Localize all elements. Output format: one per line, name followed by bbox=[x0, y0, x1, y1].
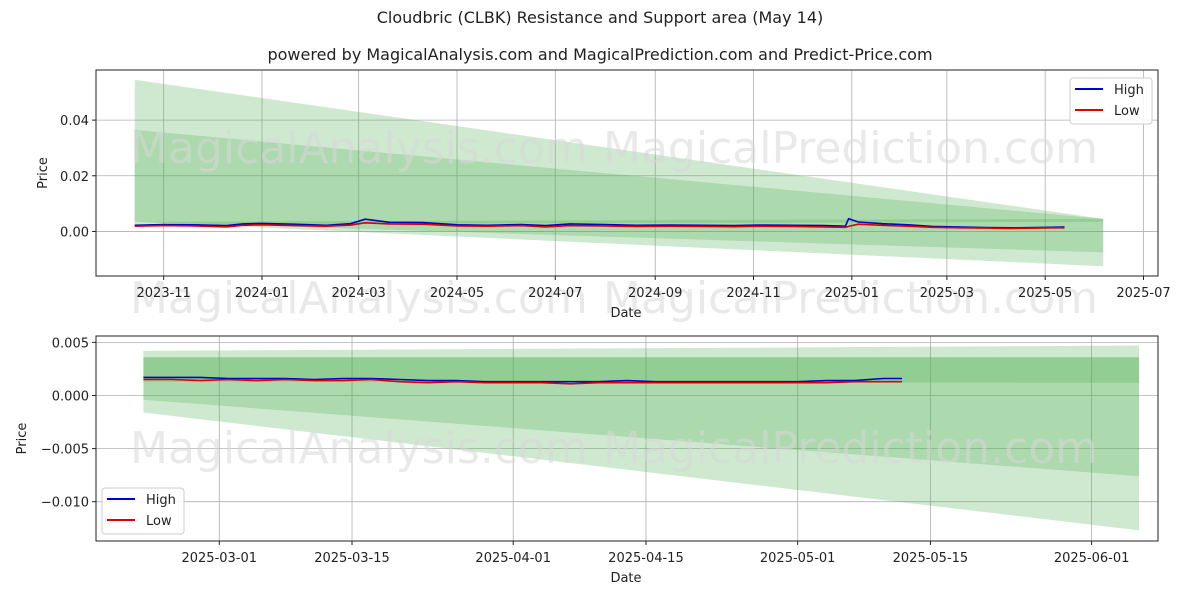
y-axis-label: Price bbox=[36, 157, 51, 189]
y-axis-label: Price bbox=[15, 423, 30, 455]
x-tick-label: 2024-09 bbox=[628, 286, 682, 301]
support-resistance-band bbox=[134, 79, 1104, 267]
watermark-prediction: MagicalPrediction.com bbox=[603, 423, 1098, 474]
y-tick-label: −0.010 bbox=[41, 496, 89, 511]
x-tick-label: 2024-03 bbox=[332, 286, 386, 301]
legend: High Low bbox=[1069, 77, 1153, 125]
x-tick-label: 2025-01 bbox=[825, 286, 879, 301]
page-subtitle: powered by MagicalAnalysis.com and Magic… bbox=[267, 45, 933, 64]
x-axis-label: Date bbox=[610, 571, 641, 586]
chart-panel-1: MagicalAnalysis.com MagicalPrediction.com… bbox=[36, 69, 1171, 324]
x-tick-label: 2024-07 bbox=[528, 286, 582, 301]
support-resistance-band bbox=[143, 345, 1140, 531]
support-resistance-band bbox=[143, 357, 1140, 477]
x-tick-label: 2025-04-01 bbox=[475, 551, 551, 566]
x-tick-label: 2024-11 bbox=[726, 286, 780, 301]
plot-frame bbox=[95, 69, 1159, 277]
bands bbox=[143, 345, 1140, 531]
watermark-prediction: MagicalPrediction.com bbox=[603, 123, 1098, 174]
x-axis-label: Date bbox=[610, 306, 641, 321]
x-tick-label: 2025-05 bbox=[1018, 286, 1072, 301]
y-tick-label: 0.02 bbox=[60, 170, 89, 185]
series-line-high bbox=[134, 217, 1065, 229]
x-tick-label: 2025-07 bbox=[1116, 286, 1170, 301]
x-tick-label: 2025-04-15 bbox=[608, 551, 684, 566]
legend-label-low: Low bbox=[146, 514, 172, 529]
plot-frame bbox=[95, 335, 1159, 542]
y-tick-label: 0.005 bbox=[52, 336, 89, 351]
y-tick-label: −0.005 bbox=[41, 443, 89, 458]
support-resistance-band bbox=[143, 357, 1140, 383]
legend-label-low: Low bbox=[1114, 104, 1140, 119]
series-line-low bbox=[143, 378, 902, 385]
watermark-analysis: MagicalAnalysis.com bbox=[130, 423, 588, 474]
y-tick-label: 0.04 bbox=[60, 114, 89, 129]
page-title: Cloudbric (CLBK) Resistance and Support … bbox=[376, 8, 824, 27]
x-tick-label: 2024-05 bbox=[430, 286, 484, 301]
watermark-analysis: MagicalAnalysis.com bbox=[130, 123, 588, 174]
series-line-high bbox=[143, 376, 902, 383]
x-tick-label: 2023-11 bbox=[137, 286, 191, 301]
watermark-prediction: MagicalPrediction.com bbox=[603, 273, 1098, 324]
x-tick-label: 2025-05-01 bbox=[760, 551, 836, 566]
chart-panel-2: MagicalAnalysis.com MagicalPrediction.com… bbox=[15, 335, 1159, 586]
x-tick-label: 2025-03-01 bbox=[181, 551, 257, 566]
legend-label-high: High bbox=[1114, 83, 1144, 98]
legend: High Low bbox=[101, 487, 185, 535]
x-tick-label: 2025-05-15 bbox=[893, 551, 969, 566]
x-tick-label: 2025-03 bbox=[920, 286, 974, 301]
x-tick-label: 2025-06-01 bbox=[1054, 551, 1130, 566]
legend-label-high: High bbox=[146, 493, 176, 508]
x-tick-label: 2025-03-15 bbox=[314, 551, 390, 566]
watermark-analysis: MagicalAnalysis.com bbox=[130, 273, 588, 324]
series-lines bbox=[134, 217, 1065, 230]
series-line-low bbox=[134, 221, 1065, 230]
y-tick-label: 0.00 bbox=[60, 225, 89, 240]
x-tick-label: 2024-01 bbox=[235, 286, 289, 301]
series-lines bbox=[143, 376, 902, 385]
y-tick-label: 0.000 bbox=[52, 389, 89, 404]
